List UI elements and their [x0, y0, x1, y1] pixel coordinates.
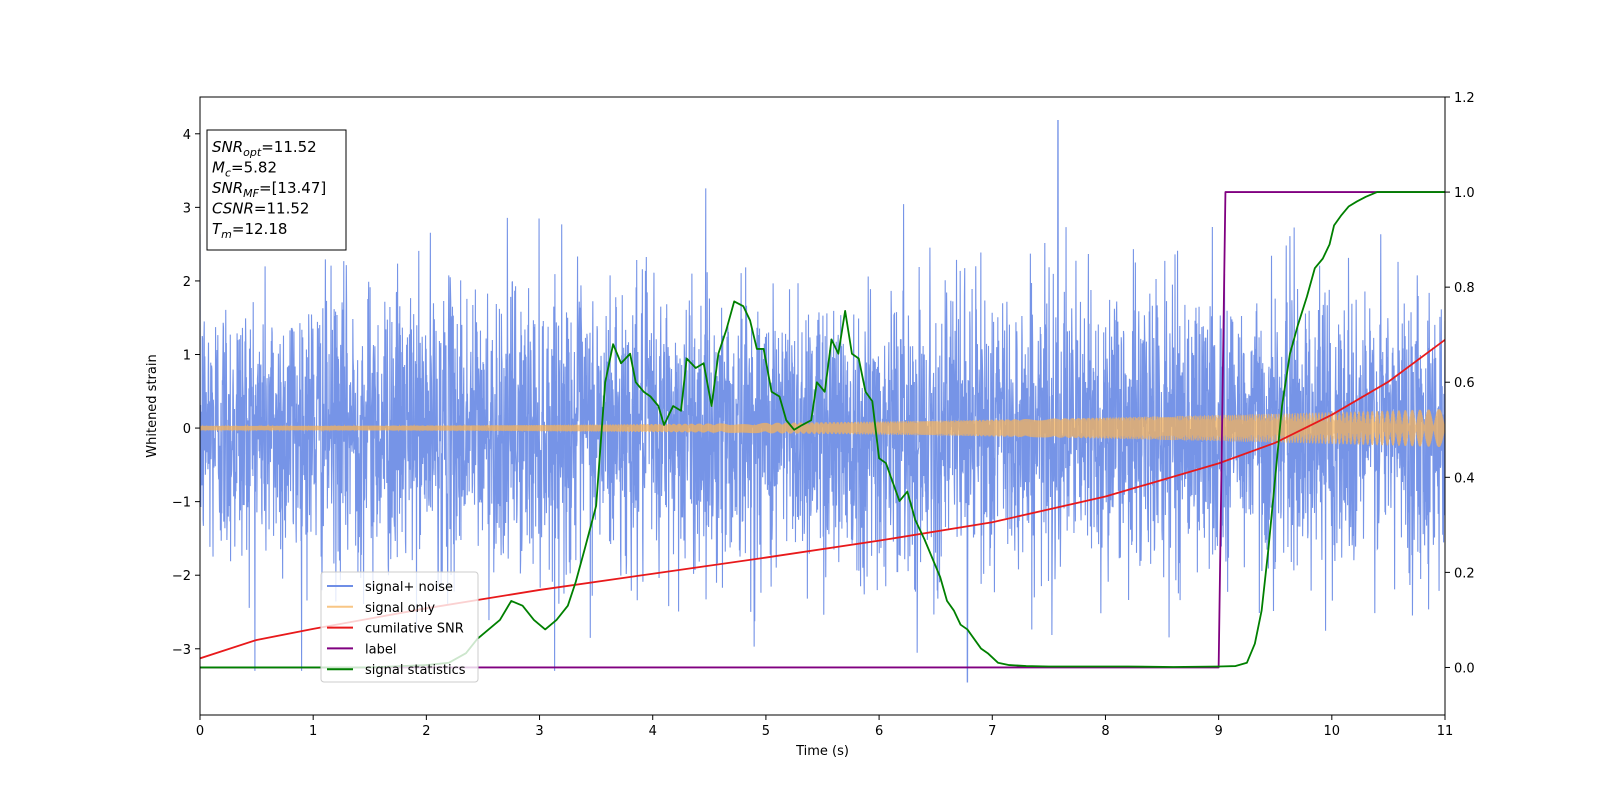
x-tick-label: 11 [1437, 724, 1454, 739]
annotation-subscript: opt [243, 146, 262, 159]
annotation-frame [206, 129, 347, 251]
x-tick-label: 5 [762, 724, 770, 739]
axes-frame [199, 96, 1446, 716]
annotation-var: T [212, 220, 223, 238]
x-tick-label: 8 [1101, 724, 1109, 739]
annotation-var: SNR [212, 179, 243, 197]
annotation-line: SNRopt=11.52 [212, 138, 317, 159]
y-tick-label: 0 [183, 422, 191, 437]
x-tick-label: 6 [875, 724, 883, 739]
legend: signal+ noise signal only cumilative SNR la… [320, 571, 479, 683]
annotation-value: =11.52 [261, 138, 317, 156]
y-axis-label: Whitened strain [145, 354, 160, 457]
annotation-line: Tm=12.18 [212, 220, 287, 241]
annotation-line: Mc=5.82 [212, 159, 277, 180]
legend-label-label: label [365, 642, 396, 657]
x-tick-label: 2 [422, 724, 430, 739]
annotation-var: CSNR [212, 200, 254, 218]
y-tick-label: 2 [183, 275, 191, 290]
annotation-value: =11.52 [254, 200, 310, 218]
y2-tick-label: 0.8 [1454, 281, 1475, 296]
legend-label-signal-noise: signal+ noise [365, 580, 453, 595]
annotation-line: CSNR=11.52 [212, 200, 309, 218]
series-signal-statistics [200, 191, 1445, 669]
y-tick-label: −2 [172, 569, 191, 584]
y-tick-label: −1 [172, 496, 191, 511]
x-axis-label: Time (s) [795, 744, 849, 759]
x-tick-label: 0 [196, 724, 204, 739]
x-tick-label: 9 [1214, 724, 1222, 739]
annotation-subscript: MF [243, 187, 259, 200]
y2-tick-label: 1.0 [1454, 186, 1475, 201]
legend-label-signal-statistics: signal statistics [365, 663, 466, 678]
x-tick-label: 4 [649, 724, 657, 739]
y-tick-label: 3 [183, 201, 191, 216]
x-tick-label: 7 [988, 724, 996, 739]
x-tick-label: 10 [1324, 724, 1341, 739]
y2-tick-label: 0.4 [1454, 471, 1475, 486]
y2-tick-label: 0.0 [1454, 661, 1475, 676]
annotation-var: M [212, 159, 225, 177]
y-tick-label: 1 [183, 349, 191, 364]
x-tick-label: 3 [535, 724, 543, 739]
annotation-box: SNRopt=11.52Mc=5.82SNRMF=[13.47]CSNR=11.… [206, 129, 347, 251]
series-signal-noise [200, 119, 1445, 683]
legend-label-cumilative-snr: cumilative SNR [365, 622, 464, 637]
annotation-var: SNR [212, 138, 243, 156]
annotation-value: =12.18 [232, 220, 288, 238]
y2-tick-label: 0.2 [1454, 566, 1475, 581]
y-tick-label: 4 [183, 128, 191, 143]
y2-tick-label: 1.2 [1454, 91, 1475, 106]
annotation-subscript: m [221, 228, 232, 241]
x-tick-label: 1 [309, 724, 317, 739]
series-label [200, 191, 1445, 669]
annotation-subscript: c [225, 167, 231, 180]
annotation-value: =5.82 [231, 159, 277, 177]
legend-frame [320, 571, 479, 683]
series-signal-only [200, 409, 1445, 448]
y-tick-label: −3 [172, 643, 191, 658]
y2-tick-label: 0.6 [1454, 376, 1475, 391]
annotation-value: =[13.47] [259, 179, 326, 197]
axes: 0 1 2 3 4 5 6 7 8 9 10 11 −3 −2 −1 0 1 2 3 4 0.0 0.2 0.4 0.6 0.8… [172, 91, 1475, 739]
annotation-line: SNRMF=[13.47] [212, 179, 326, 200]
legend-label-signal-only: signal only [365, 601, 435, 616]
